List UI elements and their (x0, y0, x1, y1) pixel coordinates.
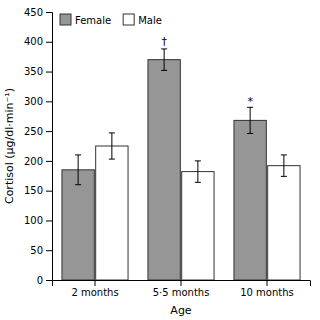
x-tick-label: 5·5 months (153, 287, 210, 298)
error-bar (75, 155, 81, 185)
x-tick: 2 months (71, 280, 118, 298)
y-tick-label: 100 (24, 215, 43, 226)
x-tick: 10 months (240, 280, 294, 298)
error-bar (247, 107, 253, 133)
x-axis: 2 months 5·5 months 10 months (53, 280, 311, 298)
y-tick-label: 200 (24, 156, 43, 167)
annotations: †* (161, 35, 253, 108)
y-tick-mark (46, 161, 52, 162)
x-axis-title: Age (170, 304, 192, 317)
y-axis: 0 50 100 150 200 250 300 350 400 450 (24, 7, 53, 286)
bar-series (96, 133, 300, 280)
y-axis-title: Cortisol (µg/dl·min⁻¹) (3, 88, 16, 204)
y-tick-label: 250 (24, 126, 43, 137)
legend-swatch (60, 14, 71, 25)
y-tick: 350 (24, 66, 52, 77)
annotation: * (247, 95, 253, 108)
legend-swatch (123, 14, 134, 25)
y-tick-label: 350 (24, 66, 43, 77)
y-tick-mark (46, 220, 52, 221)
y-axis-line (46, 13, 53, 281)
x-axis-line (53, 281, 311, 287)
error-bar (109, 133, 115, 159)
bar (234, 120, 266, 280)
bar (268, 166, 300, 280)
y-tick-label: 300 (24, 96, 43, 107)
y-tick: 450 (24, 7, 52, 18)
bar (62, 170, 94, 280)
y-tick: 0 (37, 275, 52, 286)
chart: 0 50 100 150 200 250 300 350 400 450 2 months 5·5 m… (0, 0, 320, 320)
y-tick-mark (46, 191, 52, 192)
bar (182, 172, 214, 280)
legend-item: Male (123, 14, 162, 26)
error-bar (281, 155, 287, 176)
bar-series (62, 49, 266, 280)
x-tick: 5·5 months (153, 280, 210, 298)
x-tick-mark (95, 280, 96, 286)
legend: Female Male (60, 14, 162, 26)
y-tick-mark (46, 280, 52, 281)
y-tick-mark (46, 12, 52, 13)
y-tick-mark (46, 101, 52, 102)
y-tick: 150 (24, 185, 52, 196)
x-tick-label: 2 months (71, 287, 118, 298)
y-tick-mark (46, 131, 52, 132)
y-tick-mark (46, 250, 52, 251)
bar (96, 146, 128, 280)
bar (148, 60, 180, 280)
error-bar (161, 49, 167, 70)
y-tick-label: 450 (24, 7, 43, 18)
legend-label: Male (138, 15, 162, 26)
error-bar (195, 161, 201, 182)
legend-label: Female (75, 15, 111, 26)
legend-item: Female (60, 14, 111, 26)
x-tick-mark (267, 280, 268, 286)
y-tick: 100 (24, 215, 52, 226)
x-tick-label: 10 months (240, 287, 294, 298)
y-tick: 50 (30, 245, 52, 256)
annotation: † (161, 35, 167, 48)
marks (62, 49, 300, 280)
y-tick-label: 150 (24, 185, 43, 196)
y-tick: 250 (24, 126, 52, 137)
plot: 0 50 100 150 200 250 300 350 400 450 2 months 5·5 m… (24, 7, 311, 298)
y-tick-label: 0 (37, 275, 43, 286)
y-tick: 200 (24, 156, 52, 167)
y-tick: 400 (24, 36, 52, 47)
x-tick-mark (181, 280, 182, 286)
y-tick-label: 50 (30, 245, 43, 256)
y-tick-label: 400 (24, 36, 43, 47)
y-tick-mark (46, 72, 52, 73)
y-tick-mark (46, 42, 52, 43)
y-tick: 300 (24, 96, 52, 107)
